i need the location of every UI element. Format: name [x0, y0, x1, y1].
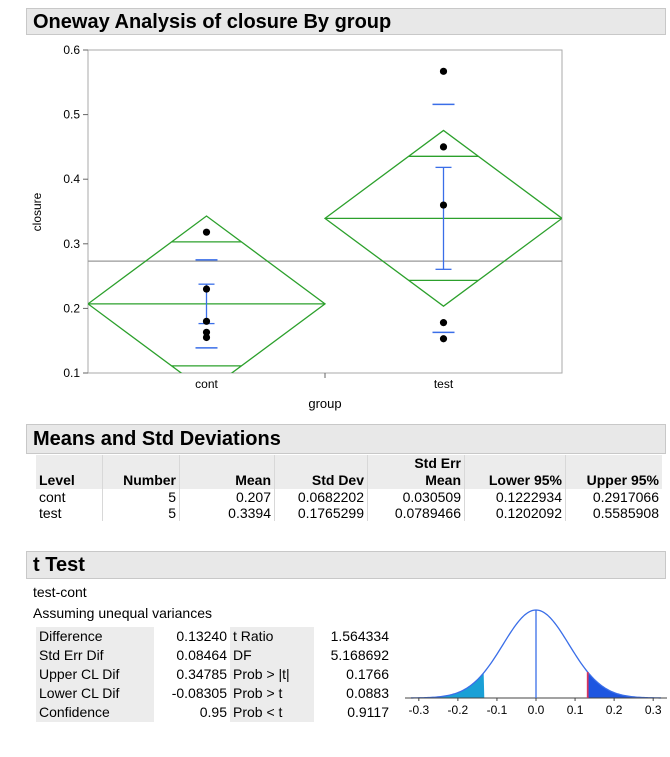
x-tick-label: -0.3 [408, 703, 429, 717]
table-row: Std Err Dif 0.08464 DF 5.168692 [36, 646, 392, 665]
x-tick-label: 0.2 [606, 703, 623, 717]
data-point [202, 333, 211, 342]
y-tick-label: 0.1 [63, 366, 80, 380]
ttest-assumption: Assuming unequal variances [33, 605, 212, 621]
header-std-err-bottom: Mean [367, 472, 465, 489]
x-axis-label: group [308, 396, 341, 411]
y-tick-label: 0.5 [63, 108, 80, 122]
table-row: Lower CL Dif -0.08305 Prob > t 0.0883 [36, 684, 392, 703]
header-std-dev: Std Dev [274, 472, 368, 489]
ttest-title: t Test [33, 554, 85, 576]
header-level: Level [36, 472, 103, 489]
table-row: Difference 0.13240 t Ratio 1.564334 [36, 627, 392, 646]
x-tick-label: -0.1 [487, 703, 508, 717]
means-table: Std Err Level Number Mean Std Dev Mean L… [36, 455, 662, 521]
data-point [439, 201, 448, 209]
table-row: Upper CL Dif 0.34785 Prob > |t| 0.1766 [36, 665, 392, 684]
y-tick-label: 0.4 [63, 172, 80, 186]
plot-frame [87, 49, 563, 374]
means-title: Means and Std Deviations [33, 428, 281, 450]
t-distribution-chart: -0.3 -0.2 -0.1 0.0 0.1 0.2 0.3 [405, 609, 667, 717]
header-number: Number [102, 472, 180, 489]
ttest-section-header[interactable]: t Test [26, 551, 666, 579]
means-diamond [323, 129, 562, 308]
x-tick-label: cont [195, 377, 218, 391]
right-tail-area [587, 672, 661, 698]
y-tick-label: 0.6 [63, 43, 80, 57]
y-axis-label: closure [30, 192, 44, 231]
data-point [202, 317, 211, 325]
header-std-err-top: Std Err [367, 455, 465, 472]
data-point [202, 228, 211, 236]
left-tail-area [411, 672, 485, 698]
data-point [439, 67, 448, 75]
x-tick-label: 0.3 [645, 703, 662, 717]
x-tick-label: -0.2 [448, 703, 469, 717]
means-section-header[interactable]: Means and Std Deviations [26, 424, 666, 454]
header-lower-95: Lower 95% [464, 472, 566, 489]
data-point [202, 285, 211, 293]
oneway-title: Oneway Analysis of closure By group [33, 11, 392, 33]
header-mean: Mean [179, 472, 275, 489]
x-tick-label: 0.0 [528, 703, 545, 717]
x-tick-label: test [434, 377, 454, 391]
x-tick-label: 0.1 [567, 703, 584, 717]
data-point [439, 335, 448, 343]
data-point [202, 328, 211, 336]
oneway-section-header[interactable]: Oneway Analysis of closure By group [26, 8, 666, 35]
data-point [439, 143, 448, 151]
ttest-comparison: test-cont [33, 584, 87, 600]
table-row: cont 5 0.207 0.0682202 0.030509 0.122293… [36, 489, 662, 505]
y-tick-label: 0.3 [63, 237, 80, 251]
ttest-table: Difference 0.13240 t Ratio 1.564334 Std … [36, 627, 392, 722]
header-upper-95: Upper 95% [565, 472, 662, 489]
data-point [439, 319, 448, 327]
table-row: test 5 0.3394 0.1765299 0.0789466 0.1202… [36, 505, 662, 521]
table-row: Confidence 0.95 Prob < t 0.9117 [36, 703, 392, 722]
oneway-chart: closure group 0.1 0.2 0.3 0.4 0.5 0.6 cont test [30, 43, 563, 411]
y-tick-label: 0.2 [63, 301, 80, 315]
